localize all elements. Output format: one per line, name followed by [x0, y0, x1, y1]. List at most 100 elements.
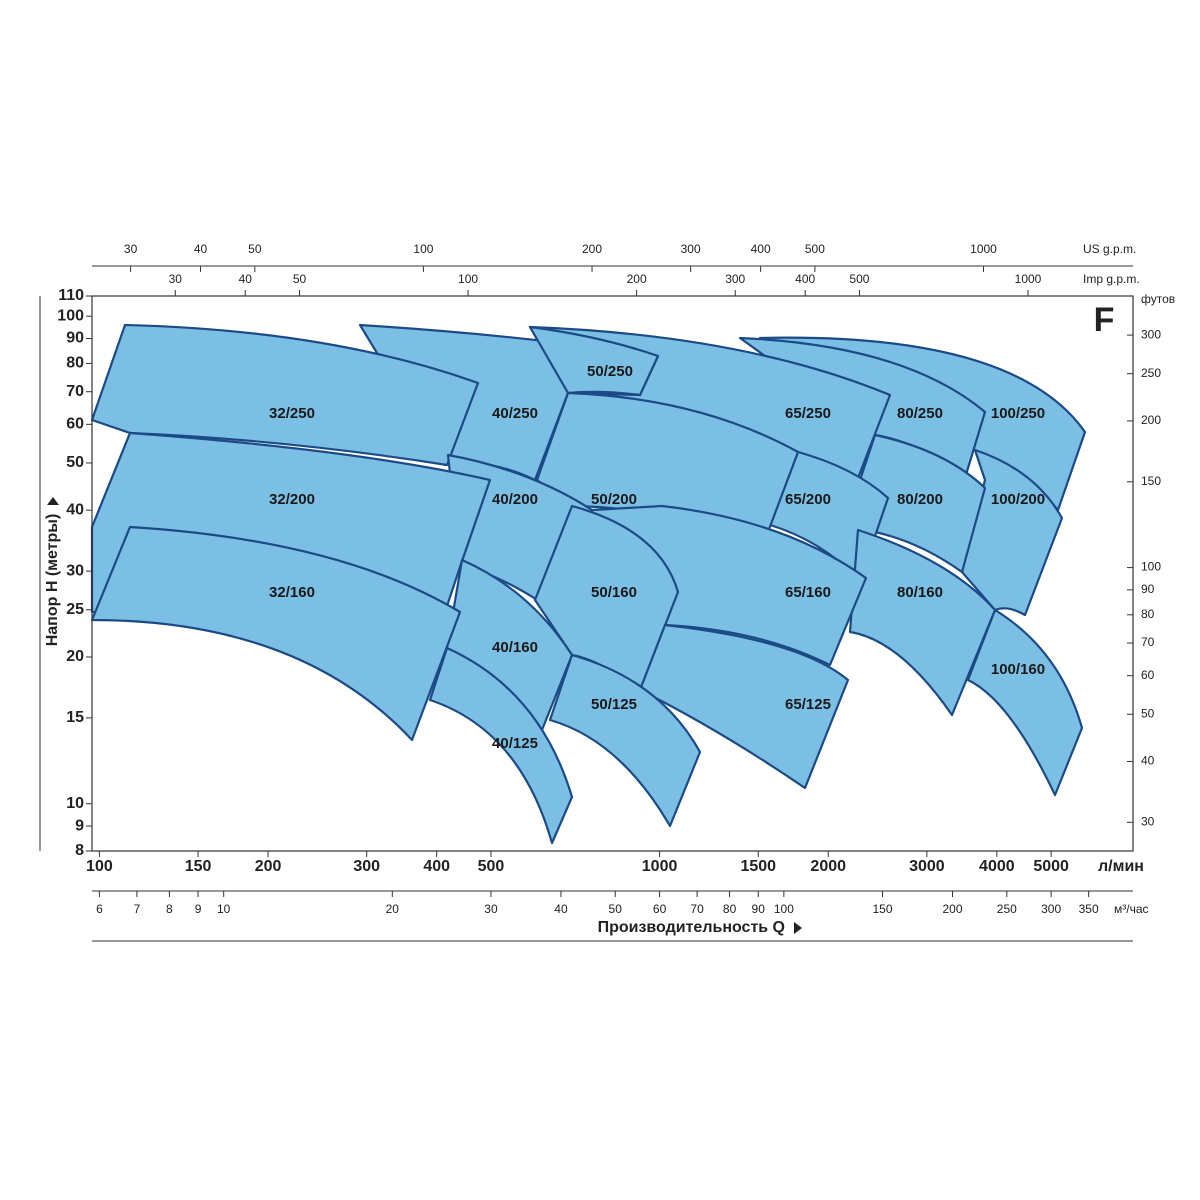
- pump-region: [90, 323, 480, 467]
- tick-label: 200: [1141, 413, 1161, 427]
- imp-unit: Imp g.p.m.: [1083, 272, 1140, 286]
- region-label: 80/200: [897, 491, 943, 508]
- tick-label: 70: [1141, 635, 1155, 649]
- pump-region: [548, 653, 702, 828]
- tick-label: 5000: [1033, 858, 1069, 875]
- tick-label: 500: [849, 272, 869, 286]
- tick-label: 100: [413, 242, 433, 256]
- pump-region: [848, 528, 997, 717]
- tick-label: 400: [795, 272, 815, 286]
- region-label: 80/250: [897, 405, 943, 422]
- tick-label: 50: [1141, 706, 1155, 720]
- region-label: 40/200: [492, 491, 538, 508]
- tick-label: 30: [169, 272, 183, 286]
- tick-label: 30: [66, 562, 84, 579]
- region-label: 65/200: [785, 491, 831, 508]
- tick-label: 50: [293, 272, 307, 286]
- tick-label: 250: [1141, 366, 1161, 380]
- tick-label: 70: [690, 902, 704, 916]
- tick-label: 40: [66, 501, 84, 518]
- tick-label: 4000: [979, 858, 1015, 875]
- region-label: 32/250: [269, 405, 315, 422]
- tick-label: 2000: [810, 858, 846, 875]
- tick-label: 25: [66, 601, 84, 618]
- region-label: 32/160: [269, 584, 315, 601]
- region-label: 80/160: [897, 584, 943, 601]
- us-unit: US g.p.m.: [1083, 242, 1136, 256]
- tick-label: 200: [627, 272, 647, 286]
- tick-label: 10: [217, 902, 231, 916]
- plot-frame: [91, 295, 1134, 852]
- tick-label: 300: [1041, 902, 1061, 916]
- tick-label: 60: [653, 902, 667, 916]
- tick-label: 1000: [970, 242, 997, 256]
- tick-label: 60: [66, 416, 84, 433]
- tick-label: 500: [478, 858, 505, 875]
- tick-label: 300: [353, 858, 380, 875]
- tick-label: 70: [66, 383, 84, 400]
- y-title: Напор H (метры): [44, 514, 61, 647]
- lpm-unit: л/мин: [1098, 858, 1144, 875]
- tick-label: 8: [75, 842, 84, 859]
- tick-label: 250: [997, 902, 1017, 916]
- region-label: 40/160: [492, 639, 538, 656]
- y-title-arrow: [47, 497, 59, 505]
- tick-label: 6: [96, 902, 103, 916]
- region-label: 40/125: [492, 735, 538, 752]
- pump-region: [428, 646, 574, 845]
- tick-label: 300: [681, 242, 701, 256]
- tick-label: 30: [484, 902, 498, 916]
- corner-letter: F: [1094, 301, 1115, 339]
- region-label: 50/250: [587, 363, 633, 380]
- pump-region: [960, 448, 1064, 617]
- region-label: 65/250: [785, 405, 831, 422]
- tick-label: 90: [66, 330, 84, 347]
- region-label: 100/160: [991, 661, 1045, 678]
- region-label: 32/200: [269, 491, 315, 508]
- tick-label: 1500: [740, 858, 776, 875]
- tick-label: 500: [805, 242, 825, 256]
- x-title-arrow: [794, 922, 802, 934]
- tick-label: 15: [66, 709, 84, 726]
- tick-label: 100: [458, 272, 478, 286]
- tick-label: 300: [725, 272, 745, 286]
- tick-label: 400: [423, 858, 450, 875]
- m3h-unit: м³/час: [1114, 902, 1149, 916]
- tick-label: 7: [134, 902, 141, 916]
- tick-label: 40: [554, 902, 568, 916]
- tick-label: 350: [1079, 902, 1099, 916]
- tick-label: 10: [66, 795, 84, 812]
- tick-label: 100: [86, 858, 113, 875]
- region-label: 50/200: [591, 491, 637, 508]
- tick-label: 9: [195, 902, 202, 916]
- tick-label: 20: [66, 648, 84, 665]
- region-label: 50/160: [591, 584, 637, 601]
- tick-label: 80: [66, 355, 84, 372]
- tick-label: 80: [1141, 607, 1155, 621]
- tick-label: 100: [774, 902, 794, 916]
- tick-label: 400: [751, 242, 771, 256]
- tick-label: 150: [185, 858, 212, 875]
- tick-label: 30: [1141, 815, 1155, 829]
- tick-label: 1000: [642, 858, 678, 875]
- tick-label: 150: [872, 902, 892, 916]
- tick-label: 3000: [909, 858, 945, 875]
- region-label: 100/200: [991, 491, 1045, 508]
- regions: 100/250 80/250 65/250 40/250 50/250 32/250 100…: [90, 323, 1087, 845]
- tick-label: 200: [255, 858, 282, 875]
- pump-region: [858, 433, 987, 574]
- tick-label: 200: [942, 902, 962, 916]
- tick-label: 50: [248, 242, 262, 256]
- tick-label: 50: [66, 454, 84, 471]
- tick-label: 40: [239, 272, 253, 286]
- tick-label: 90: [1141, 582, 1155, 596]
- tick-label: 100: [1141, 560, 1161, 574]
- pump-region: [638, 623, 850, 790]
- pump-region: [528, 325, 660, 397]
- region-label: 65/125: [785, 696, 831, 713]
- tick-label: 40: [1141, 754, 1155, 768]
- tick-label: 1000: [1015, 272, 1042, 286]
- tick-label: 30: [124, 242, 138, 256]
- tick-label: 8: [166, 902, 173, 916]
